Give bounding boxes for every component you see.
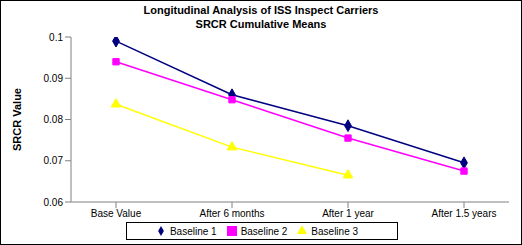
- svg-text:SRCR Value: SRCR Value: [11, 88, 23, 151]
- svg-text:Base Value: Base Value: [91, 208, 142, 219]
- html-text:Longitudinal Analysis of ISS I: Longitudinal Analysis of ISS Inspect Car…: [143, 4, 379, 16]
- svg-text:0.07: 0.07: [44, 155, 64, 166]
- svg-text:0.09: 0.09: [44, 73, 64, 84]
- svg-text:0.1: 0.1: [49, 32, 63, 43]
- svg-text:0.08: 0.08: [44, 114, 64, 125]
- html-text:Baseline 2: Baseline 2: [240, 226, 288, 237]
- svg-text:After 1 year: After 1 year: [322, 208, 374, 219]
- svg-text:0.06: 0.06: [44, 197, 64, 208]
- html-text:SRCR Cumulative Means: SRCR Cumulative Means: [195, 18, 327, 30]
- html-text:Baseline 1: Baseline 1: [169, 226, 217, 237]
- html-text:Baseline 3: Baseline 3: [311, 226, 358, 237]
- svg-text:After 6 months: After 6 months: [199, 208, 264, 219]
- svg-text:After 1.5 years: After 1.5 years: [431, 208, 496, 219]
